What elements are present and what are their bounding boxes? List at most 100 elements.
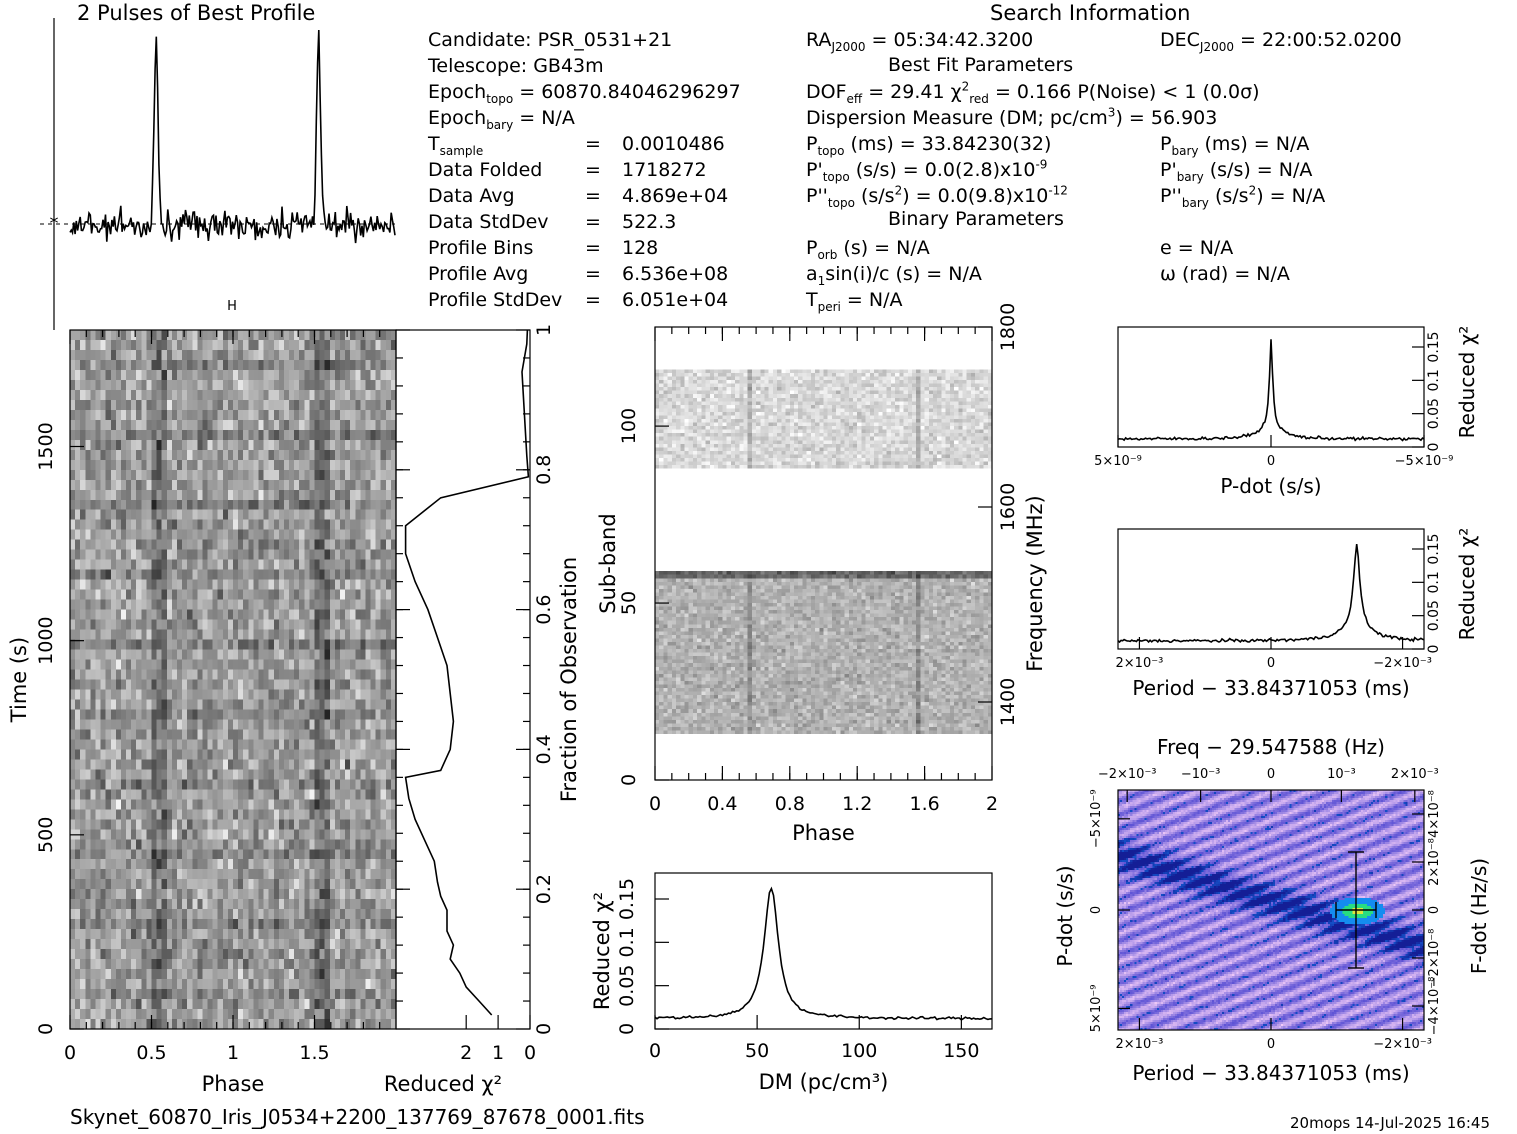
eq-sign: = <box>585 211 601 233</box>
period-pdot-ylabel: P-dot (s/s) <box>1053 865 1077 966</box>
profile-avg: Profile Avg <box>428 263 529 285</box>
y-tick-label: 5×10⁻⁹ <box>1089 985 1104 1033</box>
profile-mean-marker: * <box>50 213 59 234</box>
x-tick-label: 0 <box>649 1040 661 1062</box>
dm-ylabel: Reduced χ² <box>590 892 614 1010</box>
y2-tick-label: 0 <box>1427 906 1442 914</box>
p-bary: Pbary (ms) = N/A <box>1160 133 1310 158</box>
x-tick-label: −2×10⁻³ <box>1373 656 1432 671</box>
dof: DOFeff = 29.41 χ2red = 0.166 P(Noise) < … <box>806 79 1260 106</box>
candidate: Candidate: PSR_0531+21 <box>428 29 673 51</box>
data-folded-value: 1718272 <box>622 159 707 181</box>
data-folded: Data Folded <box>428 159 543 181</box>
x-tick-label: 2 <box>986 793 998 815</box>
dm-xlabel: DM (pc/cm³) <box>759 1070 889 1094</box>
x-tick-label: 0 <box>64 1042 76 1064</box>
profile-bins: Profile Bins <box>428 237 534 259</box>
data-stddev: Data StdDev <box>428 211 549 233</box>
y-tick-label: 0.8 <box>533 455 555 485</box>
time-chi-line <box>404 329 530 1016</box>
p-topo: Ptopo (ms) = 33.84230(32) <box>806 133 1052 158</box>
period-pdot-xlabel: Period − 33.84371053 (ms) <box>1132 1061 1409 1085</box>
data-avg-value: 4.869e+04 <box>622 185 729 207</box>
pdot-xlabel: P-dot (s/s) <box>1220 474 1321 498</box>
profile-avg-value: 6.536e+08 <box>622 263 729 285</box>
pdot-chi-line <box>1117 339 1425 442</box>
eq-sign: = <box>585 289 601 311</box>
pdot-bary: P'bary (s/s) = N/A <box>1160 159 1313 184</box>
x-tick-label: 2×10⁻³ <box>1116 1037 1164 1052</box>
time-phase-ylabel: Time (s) <box>7 637 31 723</box>
x-tick-label: 0 <box>1267 454 1275 469</box>
y-tick-label: 0.15 <box>1426 331 1442 362</box>
eq-sign: = <box>585 185 601 207</box>
subband-ylabel: Sub-band <box>596 513 620 613</box>
x-tick-label: 100 <box>841 1040 877 1062</box>
time-phase-xlabel: Phase <box>202 1072 265 1096</box>
time-phase-heatmap <box>70 330 396 1029</box>
dm: Dispersion Measure (DM; pc/cm3) = 56.903 <box>806 105 1218 129</box>
y-tick-label: 50 <box>618 591 640 615</box>
y2-tick-label: 2×10⁻⁸ <box>1427 838 1442 886</box>
dec: DECJ2000 = 22:00:52.0200 <box>1160 29 1402 54</box>
t-sample: Tsample <box>428 133 484 158</box>
eq-sign: = <box>585 159 601 181</box>
ra: RAJ2000 = 05:34:42.3200 <box>806 29 1034 54</box>
y-tick-label: 0 <box>616 1023 638 1035</box>
y-tick-label: 0.1 <box>1426 571 1442 593</box>
y-tick-label: 0.05 <box>1426 600 1442 631</box>
period-pdot-title: Freq − 29.547588 (Hz) <box>1157 735 1385 759</box>
y-tick-label: 1500 <box>35 422 57 470</box>
y-tick-label: 0 <box>533 1023 555 1035</box>
y-tick-label: 0 <box>618 774 640 786</box>
y-tick-label: 0 <box>1426 645 1442 654</box>
best-fit-title: Best Fit Parameters <box>888 54 1074 76</box>
profile-stddev-value: 6.051e+04 <box>622 289 729 311</box>
x2-tick-label: 10⁻³ <box>1327 767 1356 782</box>
y2-tick-label: −2×10⁻⁸ <box>1427 929 1442 988</box>
pddot-topo: P''topo (s/s2) = 0.0(9.8)x10-12 <box>806 183 1068 210</box>
x-tick-label: 0 <box>649 793 661 815</box>
time-chi-xlabel: Reduced χ² <box>384 1072 502 1096</box>
x-tick-label: 1.6 <box>909 793 939 815</box>
y-tick-label: 0.2 <box>533 874 555 904</box>
filename: Skynet_60870_Iris_J0534+2200_137769_8767… <box>70 1105 645 1129</box>
eq-sign: = <box>585 263 601 285</box>
x2-tick-label: 0 <box>1267 767 1275 782</box>
y-tick-label: 0.15 <box>616 878 638 920</box>
x-tick-label: 50 <box>745 1040 769 1062</box>
y-tick-label: 1000 <box>35 616 57 664</box>
x-tick-label: 0.8 <box>775 793 805 815</box>
telescope: Telescope: GB43m <box>428 55 604 77</box>
x-tick-label: 0 <box>1267 1037 1275 1052</box>
y-tick-label: 0.1 <box>616 927 638 957</box>
y-tick-label: −5×10⁻⁹ <box>1089 789 1104 848</box>
data-avg: Data Avg <box>428 185 515 207</box>
y-tick-label: 0 <box>1426 443 1442 452</box>
x-tick-label: 0.4 <box>707 793 737 815</box>
x-tick-label: 0 <box>1267 656 1275 671</box>
eq-sign: = <box>585 237 601 259</box>
period-pdot-heatmap <box>1118 790 1424 1030</box>
search-title: Search Information <box>990 1 1191 25</box>
period-xlabel: Period − 33.84371053 (ms) <box>1132 676 1409 700</box>
y-tick-label: 0.05 <box>616 965 638 1007</box>
p-orb: Porb (s) = N/A <box>806 237 930 262</box>
y2-tick-label: −4×10⁻⁸ <box>1427 977 1442 1036</box>
period-pdot-y2label: F-dot (Hz/s) <box>1467 858 1491 974</box>
omega: ω (rad) = N/A <box>1160 263 1290 285</box>
data-stddev-value: 522.3 <box>622 211 677 233</box>
y-tick-label: 1 <box>533 324 555 336</box>
subband-phase-heatmap <box>655 327 992 780</box>
y-tick-label: 0 <box>35 1023 57 1035</box>
y2-tick-label: 4×10⁻⁸ <box>1427 790 1442 838</box>
profile-line <box>69 29 396 244</box>
y2-tick-label: 1400 <box>997 678 1019 726</box>
x-tick-label: 1.2 <box>842 793 872 815</box>
y-tick-label: 0.4 <box>533 734 555 764</box>
a1: a1sin(i)/c (s) = N/A <box>806 263 982 288</box>
x-tick-label: 0.5 <box>136 1042 166 1064</box>
t-peri: Tperi = N/A <box>806 289 903 314</box>
y-tick-label: 0.6 <box>533 594 555 624</box>
